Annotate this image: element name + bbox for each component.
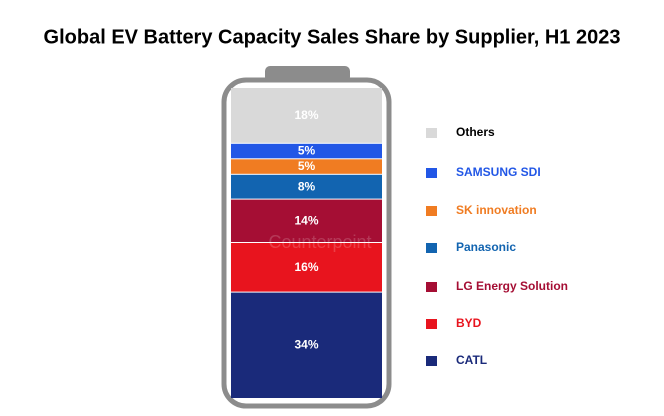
- bar-segment: [231, 243, 382, 292]
- data-label: 5%: [298, 159, 316, 173]
- legend-swatch: [426, 168, 437, 178]
- legend-label: BYD: [456, 316, 482, 330]
- data-label: 34%: [294, 337, 318, 351]
- watermark: Counterpoint: [268, 232, 371, 252]
- legend-swatch: [426, 206, 437, 216]
- data-label: 18%: [294, 108, 318, 122]
- legend-label: Panasonic: [456, 240, 516, 254]
- data-label: 14%: [294, 213, 318, 227]
- data-label: 5%: [298, 144, 316, 158]
- battery-outline: [221, 77, 392, 409]
- legend-swatch: [426, 243, 437, 253]
- legend-label: LG Energy Solution: [456, 279, 568, 293]
- legend-swatch: [426, 128, 437, 138]
- legend-label: CATL: [456, 353, 487, 367]
- legend-swatch: [426, 319, 437, 329]
- legend-swatch: [426, 356, 437, 366]
- bar-segment: [231, 174, 382, 199]
- legend-label: Others: [456, 125, 495, 139]
- bar-segment: [231, 159, 382, 174]
- legend-label: SK innovation: [456, 203, 537, 217]
- bar-segment: [231, 88, 382, 143]
- bar-segment: [231, 199, 382, 242]
- legend-label: SAMSUNG SDI: [456, 165, 541, 179]
- data-label: 16%: [294, 260, 318, 274]
- bar-segment: [231, 143, 382, 159]
- data-label: 8%: [298, 179, 316, 193]
- chart-title: Global EV Battery Capacity Sales Share b…: [44, 26, 621, 48]
- bar-segment: [231, 292, 382, 398]
- legend-swatch: [426, 282, 437, 292]
